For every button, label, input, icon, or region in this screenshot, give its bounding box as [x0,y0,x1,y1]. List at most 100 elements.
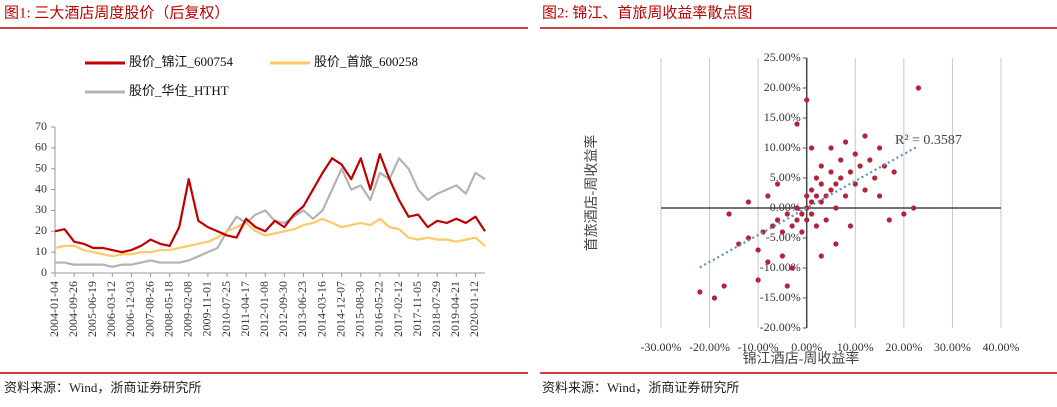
y-tick-label: 40 [35,181,47,195]
y-axis-title: 首旅酒店-周收益率 [583,135,600,252]
x-tick-label: 2019-04-21 [448,281,462,337]
point [813,193,820,199]
chart-title: 图1: 三大酒店周度股价（后复权） [4,3,229,21]
x-tick-label: 40.00% [983,340,1020,354]
point [852,151,858,157]
point [833,205,839,211]
x-tick-label: -30.00% [641,340,682,354]
point [745,199,752,205]
x-tick-label: 2010-07-25 [219,281,233,337]
x-tick-label: 2007-08-26 [142,281,156,337]
y-tick-label: -15.00% [760,290,801,304]
x-tick-label: 2018-07-29 [429,281,443,337]
x-tick-label: 2006-12-03 [123,281,137,337]
point [794,121,800,127]
point [833,181,839,187]
point [818,181,824,187]
y-tick-label: 10 [35,244,47,258]
point [828,187,834,193]
point [784,211,790,217]
series-line [55,157,486,268]
x-tick-label: 2011-04-17 [238,281,252,337]
y-tick-label: 25.00% [764,50,801,64]
point [808,145,815,151]
x-tick-label: 2006-03-12 [104,281,118,337]
point [745,235,752,241]
point [755,277,761,283]
point [910,205,917,211]
point [711,295,718,301]
x-tick-label: 0.00% [791,340,822,354]
point [847,223,854,229]
x-axis-title: 锦江酒店-周收益率 [743,350,860,367]
legend-label: 股价_首旅_600258 [314,54,418,69]
y-tick-label: -20.00% [760,320,801,334]
point [804,97,810,103]
point [779,229,786,235]
point [794,205,800,211]
series-line [54,217,486,258]
point [886,217,892,223]
x-tick-label: 2014-12-07 [333,281,347,337]
point [915,85,922,91]
y-tick-label: 0.00% [770,200,801,214]
series-line [54,153,486,254]
source: 资料来源：Wind，浙商证券研究所 [542,380,739,395]
y-tick-label: 60 [35,140,47,154]
point [765,259,771,265]
point [901,211,907,217]
point [770,223,776,229]
point [838,157,844,163]
point [842,193,849,199]
y-tick-label: 15.00% [764,110,801,124]
point [808,211,815,217]
y-tick-label: 20 [35,223,47,237]
x-tick-label: 2009-11-01 [200,281,214,337]
point [876,145,883,151]
y-tick-label: 70 [35,119,47,133]
y-tick-label: 50 [35,160,47,174]
x-tick-label: 2004-09-26 [66,281,80,337]
point [857,163,863,169]
point [799,229,805,235]
point [867,157,873,163]
source: 资料来源：Wind，浙商证券研究所 [4,380,201,395]
point [808,187,815,193]
x-tick-label: -10.00% [738,340,779,354]
point [818,253,824,259]
x-tick-label: 2012-09-30 [276,281,290,337]
x-tick-label: 2004-01-04 [47,281,61,337]
point [774,181,781,187]
point [765,193,771,199]
point [872,175,878,181]
x-tick-label: 2008-05-18 [161,281,175,337]
point [842,139,849,145]
point [838,175,844,181]
point [697,289,703,295]
legend-label: 股价_华住_HTHT [129,83,229,98]
point [726,211,732,217]
point [813,223,820,229]
x-tick-label: 30.00% [934,340,971,354]
annotation: R² = 0.3587 [895,133,962,148]
y-tick-label: 10.00% [764,140,801,154]
point [823,217,829,223]
point [789,265,795,271]
point [804,193,810,199]
x-tick-label: 2020-01-12 [467,281,481,337]
y-tick-label: -5.00% [766,230,801,244]
point [818,199,824,205]
point [794,217,800,223]
point [828,169,834,175]
x-tick-label: 2013-06-23 [295,281,309,337]
point [862,133,868,139]
x-tick-label: 2005-06-19 [85,281,99,337]
point [813,175,820,181]
point [760,229,766,235]
x-tick-label: 2017-02-12 [391,281,405,337]
point [784,283,790,289]
point [876,193,883,199]
point [808,199,815,205]
x-tick-label: 2009-02-08 [181,281,195,337]
y-tick-label: 5.00% [770,170,801,184]
